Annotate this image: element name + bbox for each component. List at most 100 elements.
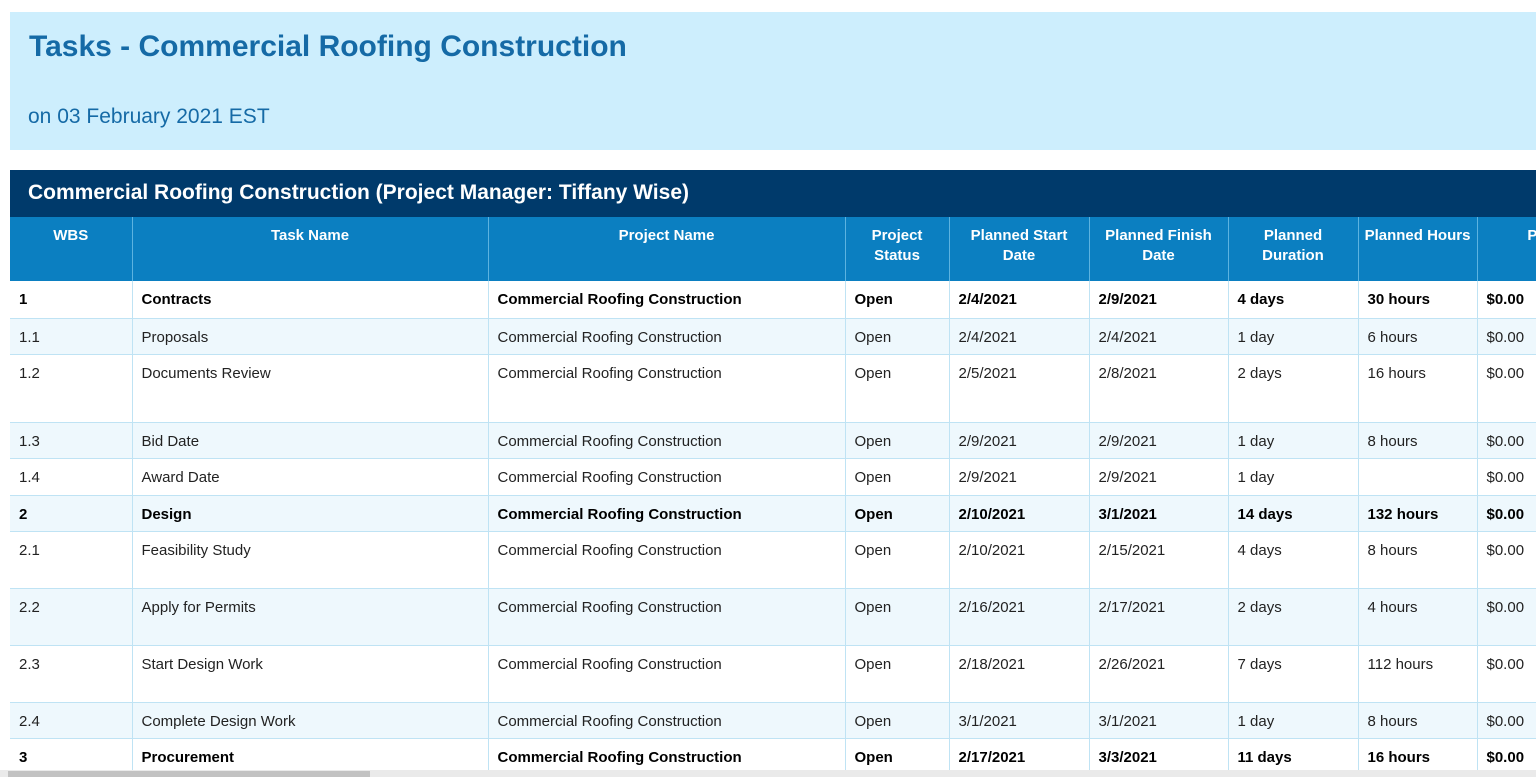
table-cell: 16 hours: [1358, 738, 1478, 770]
table-cell: Contracts: [132, 281, 489, 319]
table-cell: 1.3: [10, 422, 133, 459]
table-cell: 4 days: [1228, 281, 1359, 319]
column-header: Planned Duration: [1228, 217, 1359, 281]
table-cell: Commercial Roofing Construction: [488, 738, 846, 770]
table-cell: $0.00: [1477, 588, 1536, 646]
report-title: Tasks - Commercial Roofing Construction: [29, 30, 627, 63]
table-cell: Open: [845, 318, 950, 355]
table-cell: Commercial Roofing Construction: [488, 702, 846, 739]
table-cell: Proposals: [132, 318, 489, 355]
table-cell: Commercial Roofing Construction: [488, 531, 846, 589]
table-cell: 2: [10, 495, 133, 532]
table-cell: $0.00: [1477, 458, 1536, 496]
table-cell: 16 hours: [1358, 354, 1478, 423]
table-cell: 1: [10, 281, 133, 319]
horizontal-scrollbar[interactable]: [0, 770, 1536, 777]
table-cell: $0.00: [1477, 531, 1536, 589]
task-row: 1.4 Award Date Commercial Roofing Construc…: [10, 458, 1536, 496]
table-cell: $0.00: [1477, 702, 1536, 739]
table-cell: Design: [132, 495, 489, 532]
table-cell: Documents Review: [132, 354, 489, 423]
table-cell: Open: [845, 354, 950, 423]
table-cell: 8 hours: [1358, 422, 1478, 459]
table-title: Commercial Roofing Construction (Project…: [10, 170, 1536, 217]
table-cell: 4 hours: [1358, 588, 1478, 646]
table-cell: 3/1/2021: [1089, 702, 1229, 739]
table-cell: 2.2: [10, 588, 133, 646]
table-cell: Commercial Roofing Construction: [488, 354, 846, 423]
table-cell: Commercial Roofing Construction: [488, 645, 846, 703]
table-cell: Open: [845, 588, 950, 646]
column-header: Project Name: [488, 217, 846, 281]
table-cell: 3/1/2021: [1089, 495, 1229, 532]
table-cell: 2/4/2021: [949, 281, 1090, 319]
table-cell: 2/4/2021: [1089, 318, 1229, 355]
table-cell: $0.00: [1477, 318, 1536, 355]
table-cell: 7 days: [1228, 645, 1359, 703]
table-cell: 2/9/2021: [949, 422, 1090, 459]
column-header: Project Status: [845, 217, 950, 281]
table-cell: 6 hours: [1358, 318, 1478, 355]
table-cell: 2 days: [1228, 354, 1359, 423]
table-cell: 2.3: [10, 645, 133, 703]
table-cell: 8 hours: [1358, 702, 1478, 739]
table-cell: Open: [845, 495, 950, 532]
table-cell: 112 hours: [1358, 645, 1478, 703]
table-cell: 132 hours: [1358, 495, 1478, 532]
table-cell: Bid Date: [132, 422, 489, 459]
task-row: 1.3 Bid Date Commercial Roofing Constructi…: [10, 422, 1536, 459]
table-cell: 2/15/2021: [1089, 531, 1229, 589]
table-cell: 4 days: [1228, 531, 1359, 589]
table-cell: 2/18/2021: [949, 645, 1090, 703]
table-cell: Open: [845, 531, 950, 589]
table-cell: Commercial Roofing Construction: [488, 458, 846, 496]
table-cell: 2/9/2021: [949, 458, 1090, 496]
table-cell: 3/1/2021: [949, 702, 1090, 739]
table-cell: 2/16/2021: [949, 588, 1090, 646]
table-cell: 8 hours: [1358, 531, 1478, 589]
table-cell: 1 day: [1228, 318, 1359, 355]
table-cell: 2/9/2021: [1089, 458, 1229, 496]
table-cell: 1 day: [1228, 458, 1359, 496]
table-cell: 3: [10, 738, 133, 770]
table-cell: Open: [845, 645, 950, 703]
report-subtitle: on 03 February 2021 EST: [28, 105, 270, 128]
table-cell: Open: [845, 422, 950, 459]
table-cell: Open: [845, 738, 950, 770]
table-cell: 1.4: [10, 458, 133, 496]
task-row: 2.4 Complete Design Work Commercial Roofin…: [10, 702, 1536, 739]
table-cell: 2/5/2021: [949, 354, 1090, 423]
column-header: Planned Finish Date: [1089, 217, 1229, 281]
table-cell: 2/10/2021: [949, 495, 1090, 532]
table-cell: 1 day: [1228, 702, 1359, 739]
table-cell: Open: [845, 458, 950, 496]
column-header: Planned Hours: [1358, 217, 1478, 281]
table-cell: 2/26/2021: [1089, 645, 1229, 703]
table-container: Commercial Roofing Construction (Project…: [10, 170, 1536, 770]
task-table: WBS Task Name Project Name Project Status Pl…: [10, 217, 1536, 770]
table-cell: 2/10/2021: [949, 531, 1090, 589]
table-cell: $0.00: [1477, 495, 1536, 532]
table-cell: $0.00: [1477, 645, 1536, 703]
table-cell: 2/9/2021: [1089, 281, 1229, 319]
table-cell: 2/9/2021: [1089, 422, 1229, 459]
table-cell: Commercial Roofing Construction: [488, 422, 846, 459]
table-cell: Feasibility Study: [132, 531, 489, 589]
table-cell: 14 days: [1228, 495, 1359, 532]
table-cell: 2/17/2021: [1089, 588, 1229, 646]
task-row: 3 Procurement Commercial Roofing Construct…: [10, 738, 1536, 770]
table-cell: 2 days: [1228, 588, 1359, 646]
task-row: 2 Design Commercial Roofing Construction Op…: [10, 495, 1536, 532]
table-cell: $0.00: [1477, 281, 1536, 319]
column-header: WBS: [10, 217, 133, 281]
table-cell: 30 hours: [1358, 281, 1478, 319]
table-cell: Open: [845, 702, 950, 739]
column-header: Planned: [1477, 217, 1536, 281]
task-row: 1.1 Proposals Commercial Roofing Construct…: [10, 318, 1536, 355]
task-row: 2.1 Feasibility Study Commercial Roofing C…: [10, 531, 1536, 589]
scrollbar-thumb[interactable]: [8, 771, 370, 777]
table-cell: 1.2: [10, 354, 133, 423]
table-cell: Open: [845, 281, 950, 319]
table-cell: 1 day: [1228, 422, 1359, 459]
